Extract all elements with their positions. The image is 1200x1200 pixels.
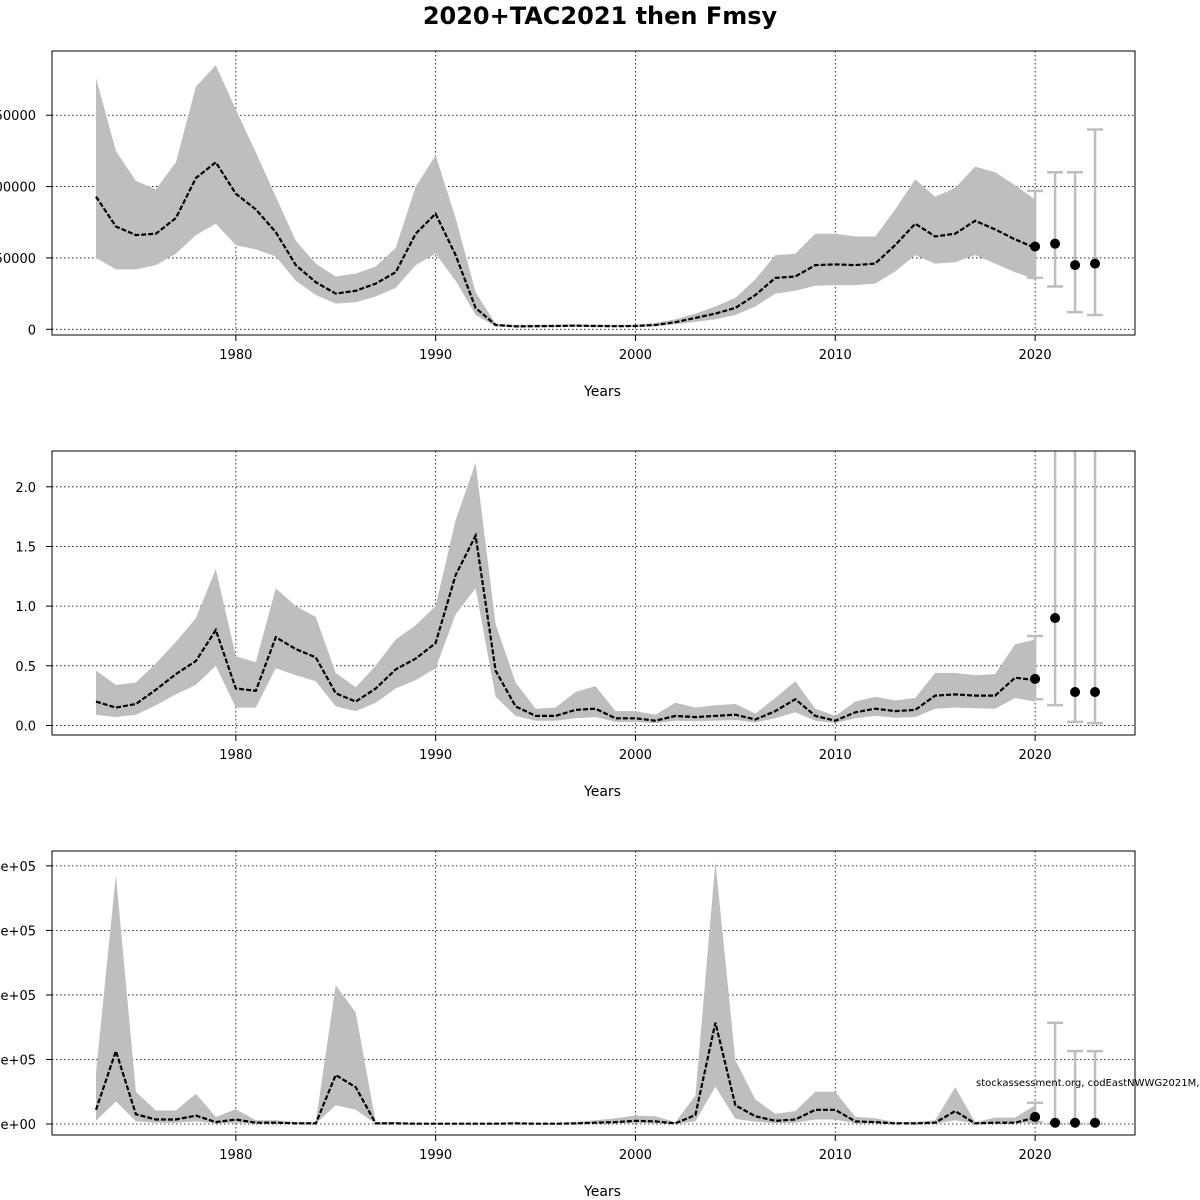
figure-title: 2020+TAC2021 then Fmsy bbox=[423, 2, 778, 30]
x-tick-label: 2010 bbox=[819, 748, 852, 763]
y-tick-label: 0 bbox=[28, 323, 36, 338]
x-tick-label: 2000 bbox=[619, 1148, 652, 1163]
forecast-point bbox=[1070, 260, 1081, 271]
y-tick-label: 0.5 bbox=[15, 660, 36, 675]
forecast-point bbox=[1050, 1117, 1061, 1128]
plot-frame bbox=[51, 50, 1136, 336]
x-axis-label: Years bbox=[583, 1184, 621, 1200]
forecast-point bbox=[1050, 613, 1061, 624]
estimate-line bbox=[95, 160, 1036, 328]
x-tick-label: 1980 bbox=[219, 348, 252, 363]
x-tick-label: 1990 bbox=[419, 748, 452, 763]
y-tick-label: 0.0 bbox=[15, 719, 36, 734]
x-tick-label: 2010 bbox=[819, 348, 852, 363]
y-tick-label: 150000 bbox=[0, 109, 36, 124]
x-tick-label: 1980 bbox=[219, 748, 252, 763]
y-tick-label: 1e+05 bbox=[0, 1053, 36, 1068]
x-tick-label: 1990 bbox=[419, 1148, 452, 1163]
forecast-point bbox=[1050, 238, 1061, 249]
chart-panels: 1980 1990 2000 2010 2020 0 50000 100000 150000 Ye… bbox=[0, 50, 1136, 1200]
y-tick-label: 50000 bbox=[0, 252, 36, 267]
y-tick-label: 0e+00 bbox=[0, 1118, 36, 1133]
x-tick-label: 1990 bbox=[419, 348, 452, 363]
forecast-point bbox=[1070, 687, 1081, 698]
x-tick-label: 2020 bbox=[1019, 748, 1052, 763]
x-tick-label: 1980 bbox=[219, 1148, 252, 1163]
y-tick-label: 4e+05 bbox=[0, 860, 36, 875]
panel-2: 1980 1990 2000 2010 2020 0.0 0.5 1.0 1.5 2.0 Years bbox=[15, 450, 1136, 800]
plot-area bbox=[95, 451, 1104, 725]
confidence-band bbox=[96, 862, 1036, 1124]
plot-area bbox=[95, 65, 1104, 328]
estimate-line bbox=[95, 532, 1036, 722]
x-tick-label: 2000 bbox=[619, 348, 652, 363]
x-axis-label: Years bbox=[583, 384, 621, 400]
y-tick-label: 2e+05 bbox=[0, 989, 36, 1004]
forecast-point bbox=[1070, 1117, 1081, 1128]
confidence-band bbox=[96, 65, 1036, 328]
y-tick-label: 1.0 bbox=[15, 600, 36, 615]
x-tick-label: 2000 bbox=[619, 748, 652, 763]
estimate-line bbox=[94, 1022, 1036, 1125]
forecast-point bbox=[1090, 258, 1101, 269]
plot-frame bbox=[51, 450, 1136, 736]
x-tick-label: 2010 bbox=[819, 1148, 852, 1163]
y-tick-label: 2.0 bbox=[15, 481, 36, 496]
panel-1: 1980 1990 2000 2010 2020 0 50000 100000 150000 Ye… bbox=[0, 50, 1136, 400]
forecast-point bbox=[1030, 241, 1041, 252]
confidence-band bbox=[96, 462, 1036, 724]
x-tick-label: 2020 bbox=[1019, 348, 1052, 363]
forecast-point bbox=[1090, 687, 1101, 698]
panel-3: 1980 1990 2000 2010 2020 0e+00 1e+05 2e+05 3e+05… bbox=[0, 850, 1136, 1200]
y-tick-label: 1.5 bbox=[15, 540, 36, 555]
forecast-point bbox=[1030, 1111, 1041, 1122]
forecast-point bbox=[1090, 1117, 1101, 1128]
plot-frame bbox=[51, 850, 1136, 1136]
y-tick-label: 3e+05 bbox=[0, 924, 36, 939]
plot-area bbox=[94, 862, 1104, 1128]
forecast-point bbox=[1030, 673, 1041, 684]
source-footnote: stockassessment.org, codEastNWWG2021M, .… bbox=[976, 1078, 1200, 1089]
x-axis-label: Years bbox=[583, 784, 621, 800]
y-tick-label: 100000 bbox=[0, 181, 36, 196]
x-tick-label: 2020 bbox=[1019, 1148, 1052, 1163]
